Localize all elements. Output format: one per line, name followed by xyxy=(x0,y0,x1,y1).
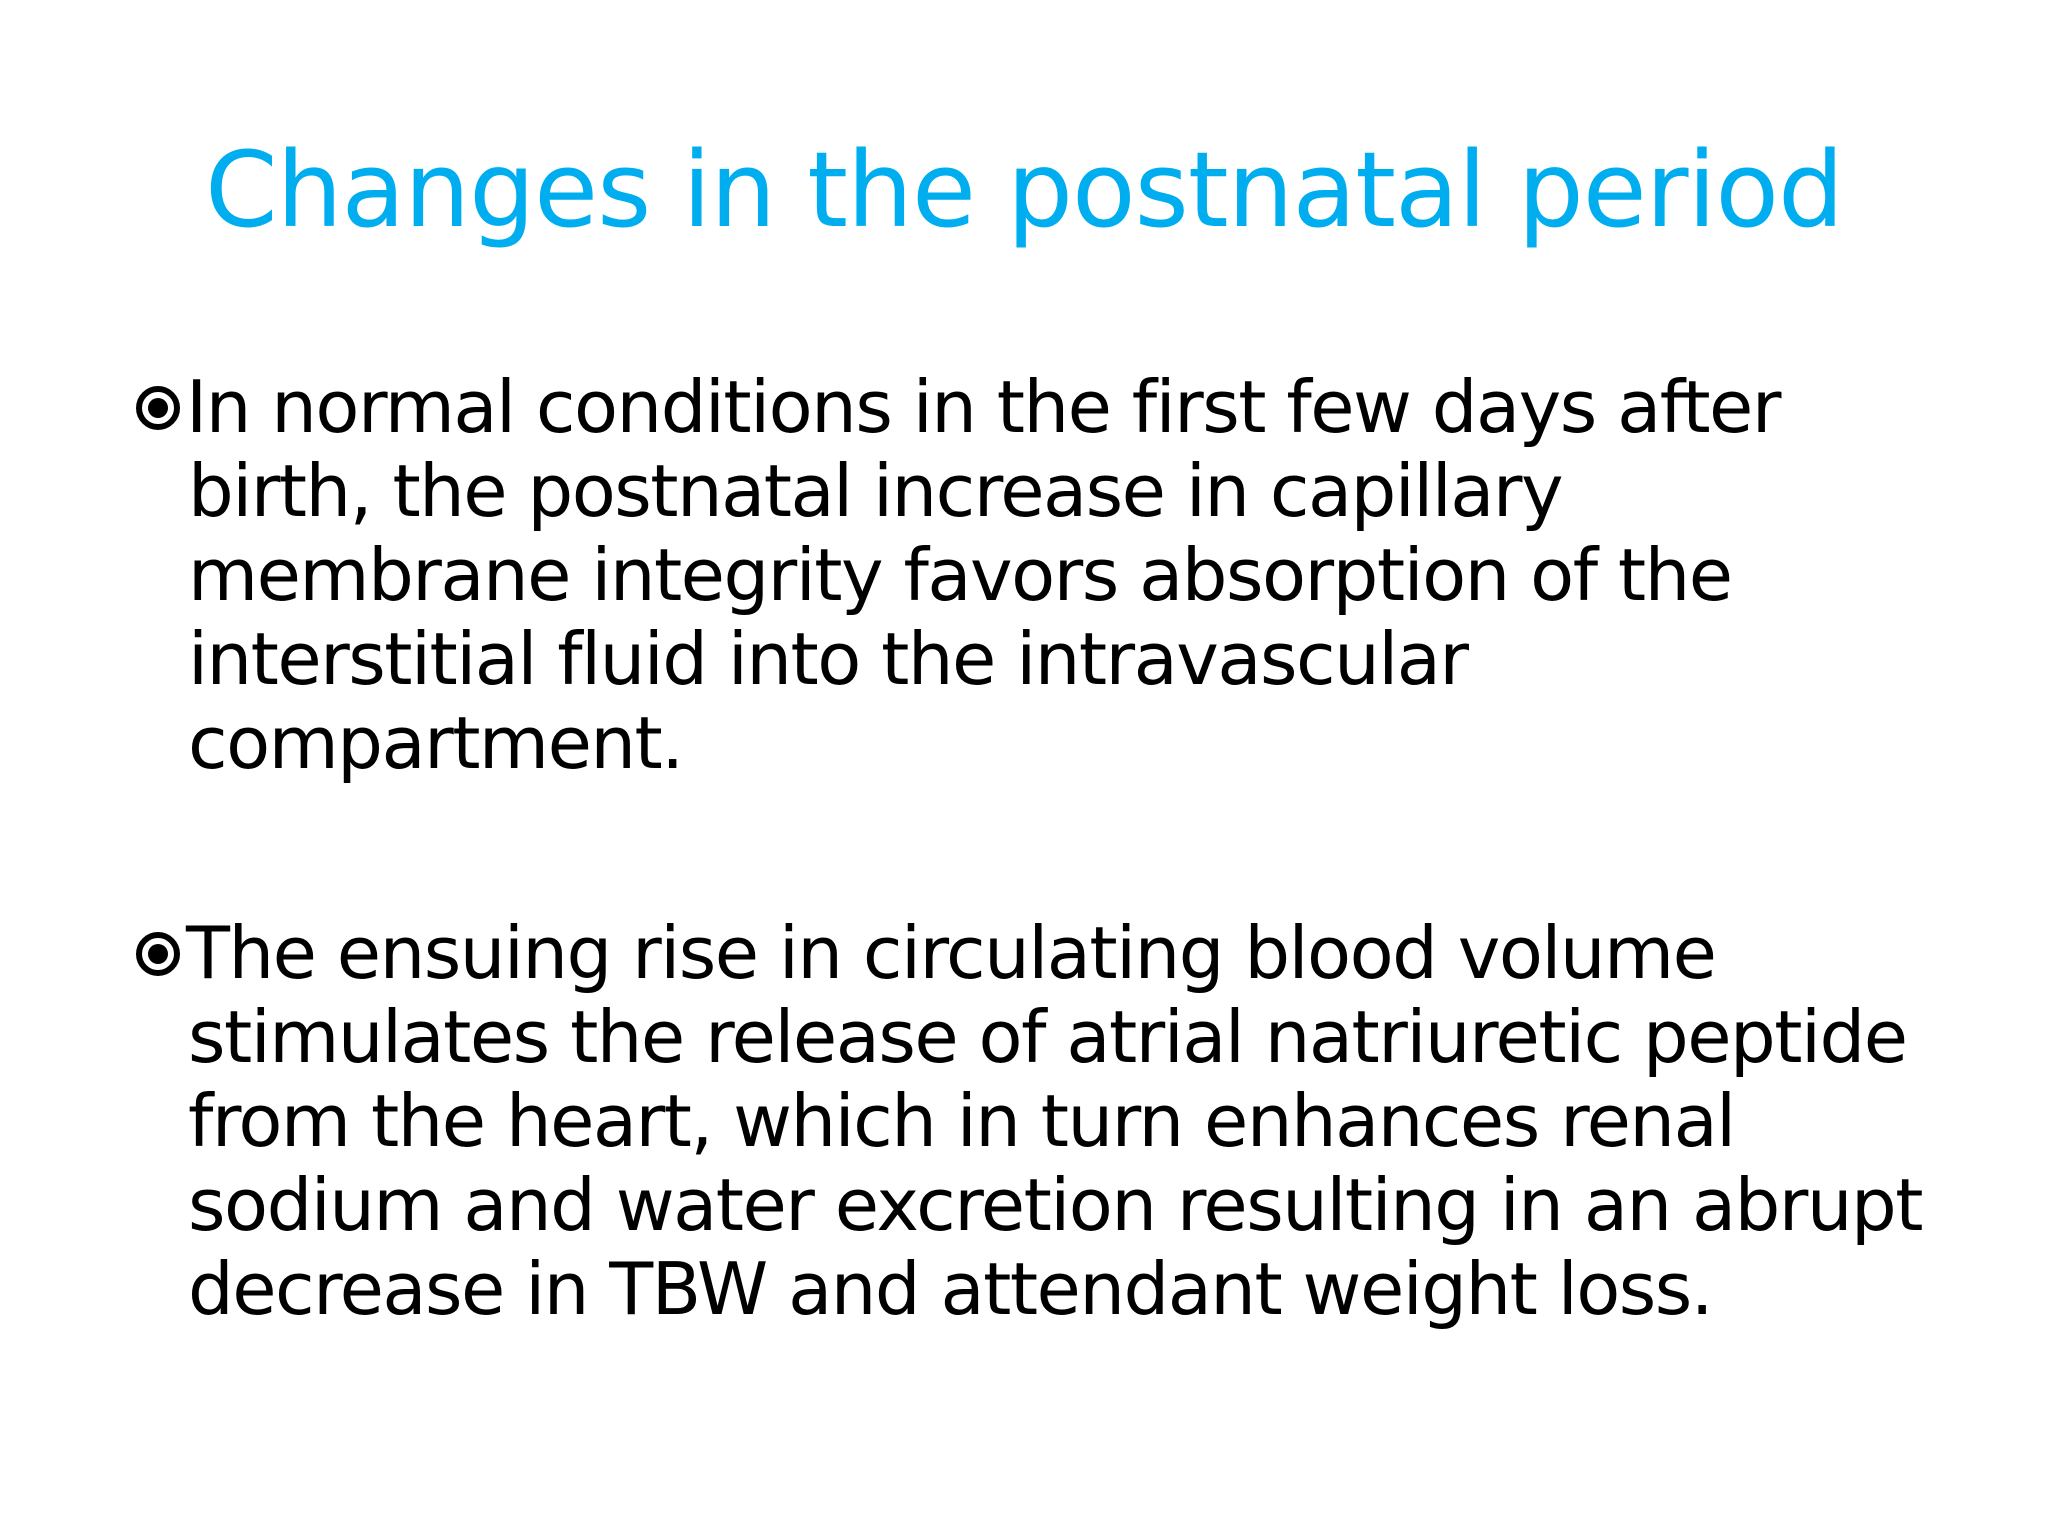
bullet-text-2: The ensuing rise in circulating blood vo… xyxy=(186,911,1923,1331)
bullet-item-1: In normal conditions in the first few da… xyxy=(130,365,1960,785)
bullet-list: In normal conditions in the first few da… xyxy=(130,365,1960,1331)
slide-title: Changes in the postnatal period xyxy=(204,129,1844,251)
circled-dot-icon xyxy=(136,386,180,430)
bullet-text-1: In normal conditions in the first few da… xyxy=(186,365,1781,785)
circled-dot-icon xyxy=(136,932,180,976)
bullet-item-2: The ensuing rise in circulating blood vo… xyxy=(130,911,1960,1331)
